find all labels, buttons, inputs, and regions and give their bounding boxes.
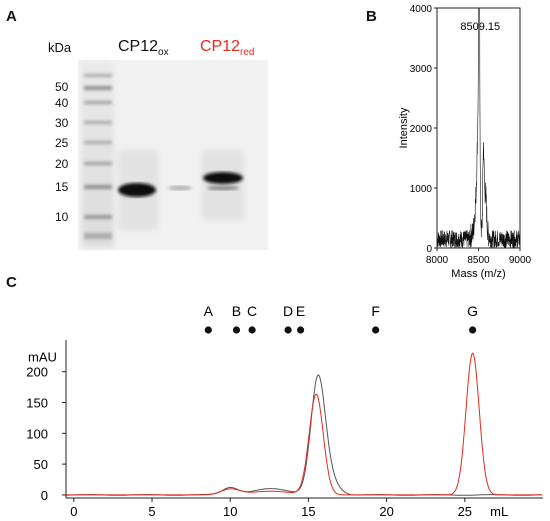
lane-ox-sub: ox	[158, 47, 169, 59]
sec-x-unit-label: mL	[490, 504, 508, 519]
panel-c-label: C	[6, 274, 17, 291]
ladder-bands	[84, 74, 112, 239]
standard-label: B	[232, 303, 241, 319]
sec-y-tick-label: 0	[41, 488, 48, 503]
panel-a: A kDa CP12ox CP12red 50 40 30 25 20 15 1…	[0, 0, 290, 260]
standard-marker	[232, 326, 241, 334]
ms-y-axis-label: Intensity	[398, 107, 410, 148]
sec-x-tick-label: 0	[70, 504, 77, 519]
standard-label: A	[204, 303, 214, 319]
ms-spectrum-line	[436, 7, 521, 249]
standard-label: D	[283, 303, 293, 319]
ms-x-tick-label: 8500	[467, 255, 490, 266]
sec-x-tick-label: 15	[301, 504, 315, 519]
ladder-band	[84, 121, 112, 124]
panel-b-label: B	[366, 8, 377, 25]
standard-marker	[248, 326, 256, 334]
sec-x-tick-label: 5	[148, 504, 155, 519]
lane-label-red: CP12red	[200, 38, 254, 58]
lane-red-sub: red	[240, 47, 255, 59]
ms-peak-annotation: 8509.15	[460, 21, 500, 33]
lane-red-base: CP12	[200, 38, 241, 55]
band-faint	[168, 185, 192, 191]
ladder-band	[84, 185, 112, 189]
lane-ox-base: CP12	[118, 38, 159, 55]
standard-marker	[204, 326, 212, 334]
standard-label: F	[371, 303, 380, 319]
standard-marker	[296, 326, 305, 334]
standard-label: E	[296, 303, 305, 319]
ms-y-tick-label: 0	[426, 244, 432, 255]
marker-label: 15	[55, 180, 69, 194]
ladder-band	[84, 86, 112, 90]
ms-x-tick-label: 8000	[426, 255, 449, 266]
ms-y-tick-label: 4000	[410, 4, 433, 15]
sec-x-tick-label: 20	[379, 504, 393, 519]
band-red-lower	[207, 185, 239, 191]
ms-y-tick-label: 3000	[410, 64, 433, 75]
marker-label: 50	[55, 80, 69, 94]
sec-x-tick-label: 10	[223, 504, 237, 519]
marker-label: 30	[55, 116, 69, 130]
sec-y-tick-label: 100	[26, 426, 48, 441]
gel-image	[78, 60, 268, 250]
mass-spectrum-chart: 0 1000 2000 3000 4000 8000 8500 9000 Mass (m/z) I…	[398, 4, 532, 280]
sec-trace-oxidized	[66, 374, 543, 496]
ms-x-axis-label: Mass (m/z)	[451, 268, 505, 280]
panel-b: B 0 1000 2000 3000 4000 8000 8500 9000 Mass (m/z…	[360, 0, 550, 290]
sec-trace-reduced	[66, 352, 543, 496]
panel-c: C 0 50 100 150 200 mAU 0 5 10 15 20 25 mL A B C D E F G	[0, 270, 550, 521]
standard-label: C	[247, 303, 257, 319]
ms-y-tick-label: 1000	[410, 184, 433, 195]
ladder-band	[84, 215, 112, 219]
lane-red-smear	[202, 150, 244, 220]
ladder-band	[84, 233, 112, 239]
sec-y-tick-label: 200	[26, 365, 48, 380]
lane-label-ox: CP12ox	[118, 38, 169, 58]
band-red	[203, 172, 243, 184]
marker-label: 25	[55, 136, 69, 150]
sec-y-unit-label: mAU	[28, 349, 57, 364]
ms-x-tick-label: 9000	[509, 255, 532, 266]
ladder-band	[84, 74, 112, 77]
band-ox	[118, 183, 156, 197]
panel-a-label: A	[6, 8, 17, 25]
sec-x-tick-label: 25	[458, 504, 472, 519]
ladder-band	[84, 101, 112, 104]
standard-label: G	[467, 303, 478, 319]
standard-marker	[469, 326, 477, 334]
sec-y-tick-label: 150	[26, 396, 48, 411]
marker-label: 10	[55, 210, 69, 224]
ladder-band	[84, 141, 112, 144]
ms-y-tick-label: 2000	[410, 124, 433, 135]
marker-label: 40	[55, 96, 69, 110]
sec-y-tick-label: 50	[34, 457, 48, 472]
standard-marker	[284, 326, 292, 334]
marker-label: 20	[55, 157, 69, 171]
kda-label: kDa	[48, 40, 72, 55]
ladder-band	[84, 162, 112, 165]
standard-marker	[372, 326, 380, 334]
